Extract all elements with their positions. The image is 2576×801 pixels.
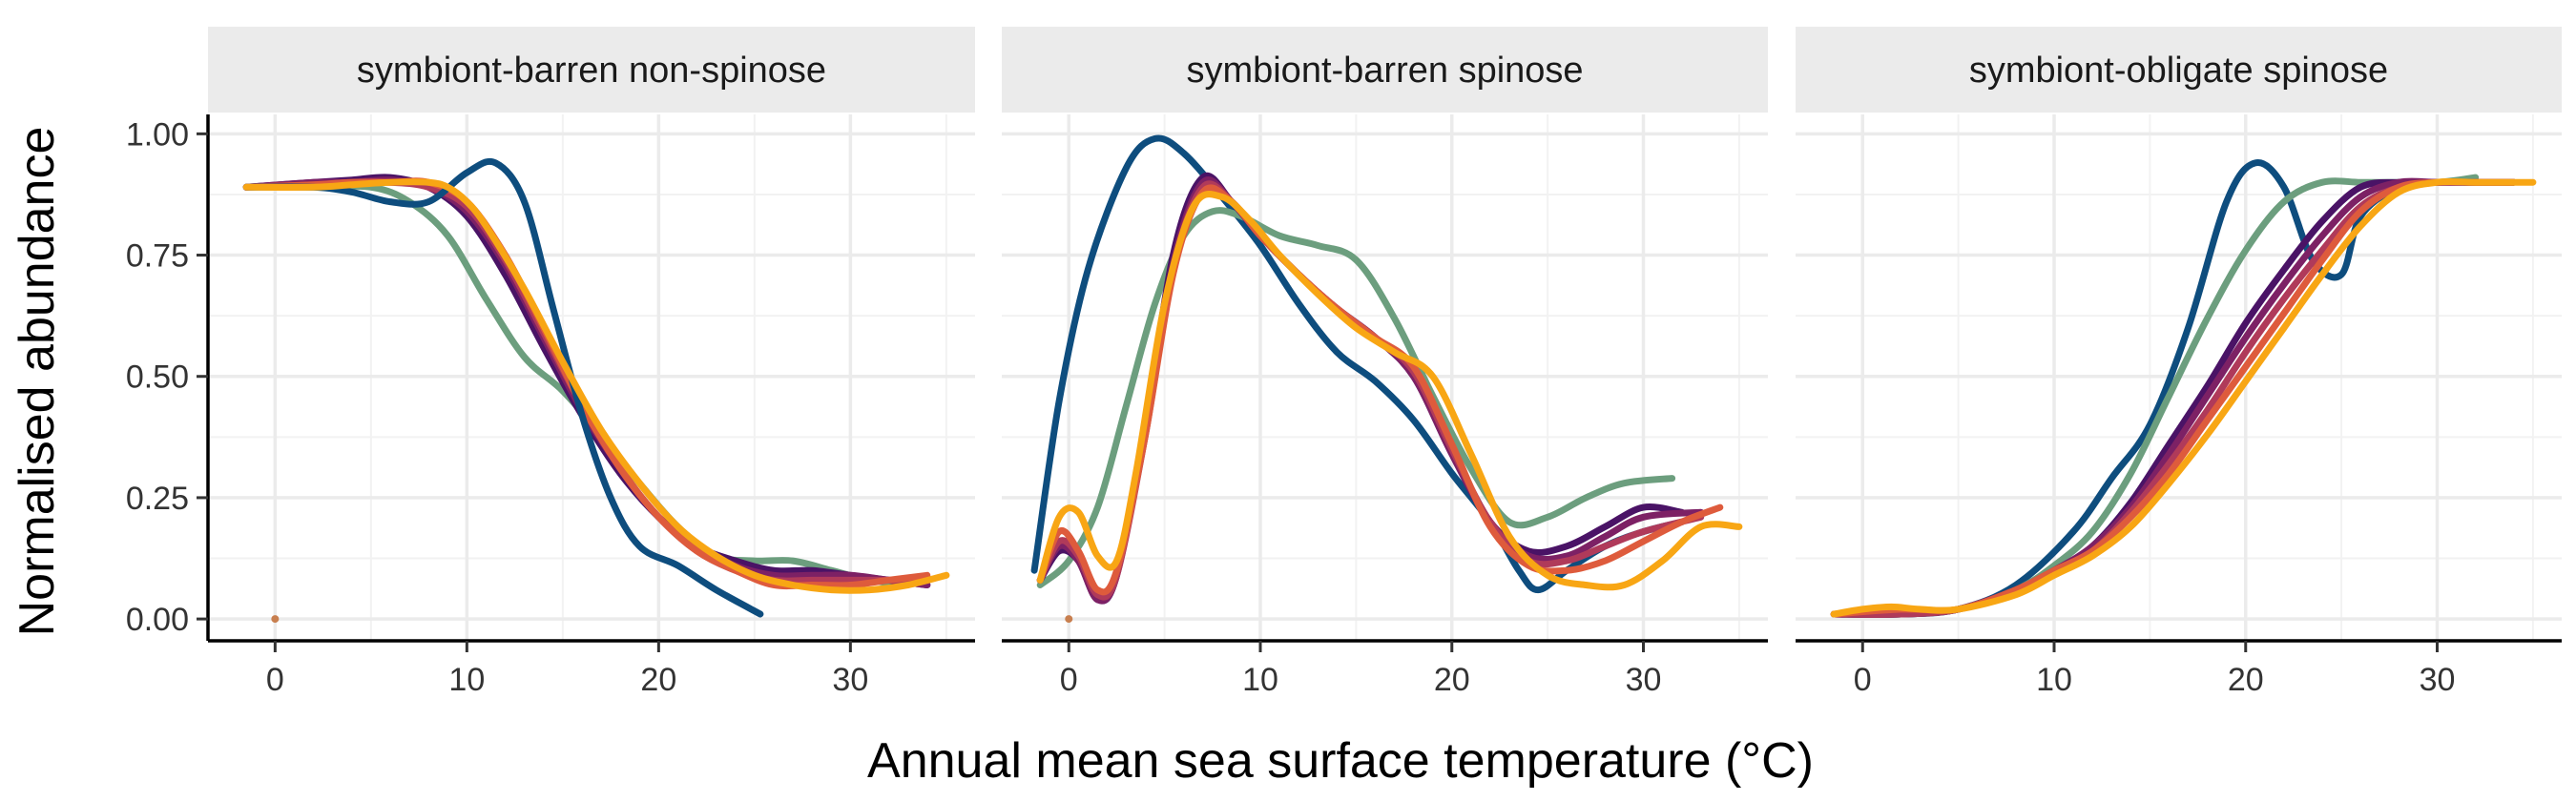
x-tick-label: 20 <box>1434 662 1470 698</box>
facet-panel: symbiont-barren spinose 0 10 20 30 <box>1002 27 1768 698</box>
facet-strip <box>208 27 975 113</box>
x-tick-label: 10 <box>448 662 485 698</box>
y-axis-title: Normalised abundance <box>10 127 65 637</box>
gridlines <box>208 114 975 641</box>
x-tick-label: 0 <box>266 662 284 698</box>
x-tick-label: 20 <box>2228 662 2264 698</box>
x-tick-label: 20 <box>640 662 676 698</box>
series-line <box>1830 178 2518 618</box>
facet-panel: symbiont-obligate spinose 0 10 20 30 <box>1796 27 2562 698</box>
data-point <box>1065 615 1073 624</box>
x-tick-label: 30 <box>832 662 868 698</box>
facet-strip-title: symbiont-barren spinose <box>1186 51 1583 91</box>
x-tick-label: 0 <box>1060 662 1078 698</box>
y-tick-label: 0.25 <box>126 481 189 517</box>
series-group <box>1830 159 2537 618</box>
series-line <box>1830 177 2518 618</box>
facet-strip-title: symbiont-obligate spinose <box>1969 51 2388 91</box>
y-tick-label: 0.75 <box>126 238 189 275</box>
gridlines <box>1796 114 2562 641</box>
x-tick-label: 10 <box>2036 662 2072 698</box>
y-tick-label: 1.00 <box>126 116 189 153</box>
series-line <box>1830 178 2518 618</box>
series-line <box>1036 207 1676 588</box>
panels-layer: symbiont-barren non-spinose 0 10 20 30 0.00 0.… <box>126 27 2562 698</box>
gridlines <box>1002 114 1768 641</box>
x-tick-label: 30 <box>1626 662 1662 698</box>
series-line <box>1830 174 2480 618</box>
series-line <box>1830 177 2537 618</box>
x-tick-label: 10 <box>1242 662 1278 698</box>
series-line <box>242 178 931 585</box>
series-group <box>1030 134 1743 605</box>
series-line <box>1030 134 1686 594</box>
facet-panel: symbiont-barren non-spinose 0 10 20 30 0.00 0.… <box>126 27 975 698</box>
series-group <box>242 157 950 618</box>
y-tick-label: 0.50 <box>126 359 189 396</box>
y-tick-label: 0.00 <box>126 602 189 638</box>
series-line <box>1830 178 2518 618</box>
series-line <box>1036 176 1705 605</box>
data-point <box>271 615 280 624</box>
facet-strip <box>1796 27 2562 113</box>
series-line <box>242 177 931 590</box>
x-tick-label: 30 <box>2420 662 2456 698</box>
series-line <box>242 157 764 618</box>
series-line <box>1036 172 1686 605</box>
series-line <box>1036 191 1743 591</box>
facet-strip-title: symbiont-barren non-spinose <box>357 51 826 91</box>
series-line <box>242 178 950 594</box>
series-line <box>242 174 931 588</box>
x-axis-title: Annual mean sea surface temperature (°C) <box>867 733 1814 789</box>
series-line <box>242 176 931 588</box>
facet-strip <box>1002 27 1768 113</box>
x-tick-label: 0 <box>1854 662 1872 698</box>
